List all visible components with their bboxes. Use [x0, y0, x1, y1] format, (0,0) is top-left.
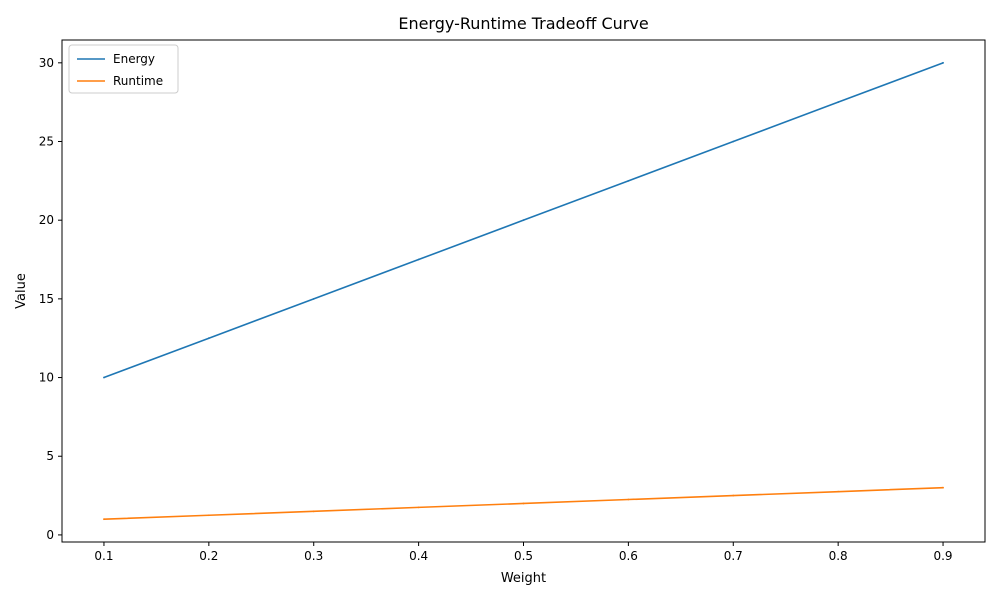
- runtime-data-point: [837, 490, 840, 493]
- y-axis-label: Value: [14, 273, 29, 309]
- plot-frame: [61, 39, 986, 543]
- energy-data-point: [942, 61, 944, 64]
- energy-data-point: [417, 258, 420, 261]
- x-tick-label: 0.4: [409, 549, 428, 563]
- runtime-data-point: [312, 510, 315, 513]
- x-tick-label: 0.5: [514, 549, 533, 563]
- runtime-data-point: [732, 494, 735, 497]
- chart-title: Energy-Runtime Tradeoff Curve: [398, 14, 648, 33]
- energy-data-point: [837, 101, 840, 104]
- y-tick-label: 0: [46, 528, 54, 542]
- runtime-data-point: [103, 518, 105, 521]
- energy-data-point: [103, 376, 105, 379]
- x-tick-label: 0.1: [94, 549, 113, 563]
- legend-label-energy: Energy: [113, 52, 155, 66]
- x-tick-label: 0.6: [619, 549, 638, 563]
- y-tick-label: 15: [39, 292, 54, 306]
- plot-area: 0.1 0.2 0.3 0.4 0.5 0.6 0.7 0.8 0.9 0 5 10 15 20 25 30: [39, 39, 986, 563]
- runtime-data-point: [417, 506, 420, 509]
- legend-label-runtime: Runtime: [113, 74, 163, 88]
- energy-data-point: [627, 179, 630, 182]
- energy-data-point: [207, 337, 210, 340]
- y-tick-label: 10: [39, 371, 54, 385]
- x-tick-label: 0.3: [304, 549, 323, 563]
- y-tick-label: 20: [39, 213, 54, 227]
- legend: Energy Runtime: [68, 44, 179, 94]
- runtime-data-point: [942, 486, 944, 489]
- x-tick-label: 0.2: [199, 549, 218, 563]
- energy-data-point: [522, 219, 525, 222]
- y-tick-label: 30: [39, 56, 54, 70]
- y-tick-label: 5: [46, 449, 54, 463]
- x-axis-label: Weight: [501, 571, 546, 586]
- y-tick-label: 25: [39, 135, 54, 149]
- x-tick-label: 0.9: [933, 549, 952, 563]
- x-tick-label: 0.8: [829, 549, 848, 563]
- runtime-data-point: [522, 502, 525, 505]
- x-tick-label: 0.7: [724, 549, 743, 563]
- runtime-data-point: [627, 498, 630, 501]
- runtime-data-point: [207, 514, 210, 517]
- energy-data-point: [732, 140, 735, 143]
- energy-data-point: [312, 297, 315, 300]
